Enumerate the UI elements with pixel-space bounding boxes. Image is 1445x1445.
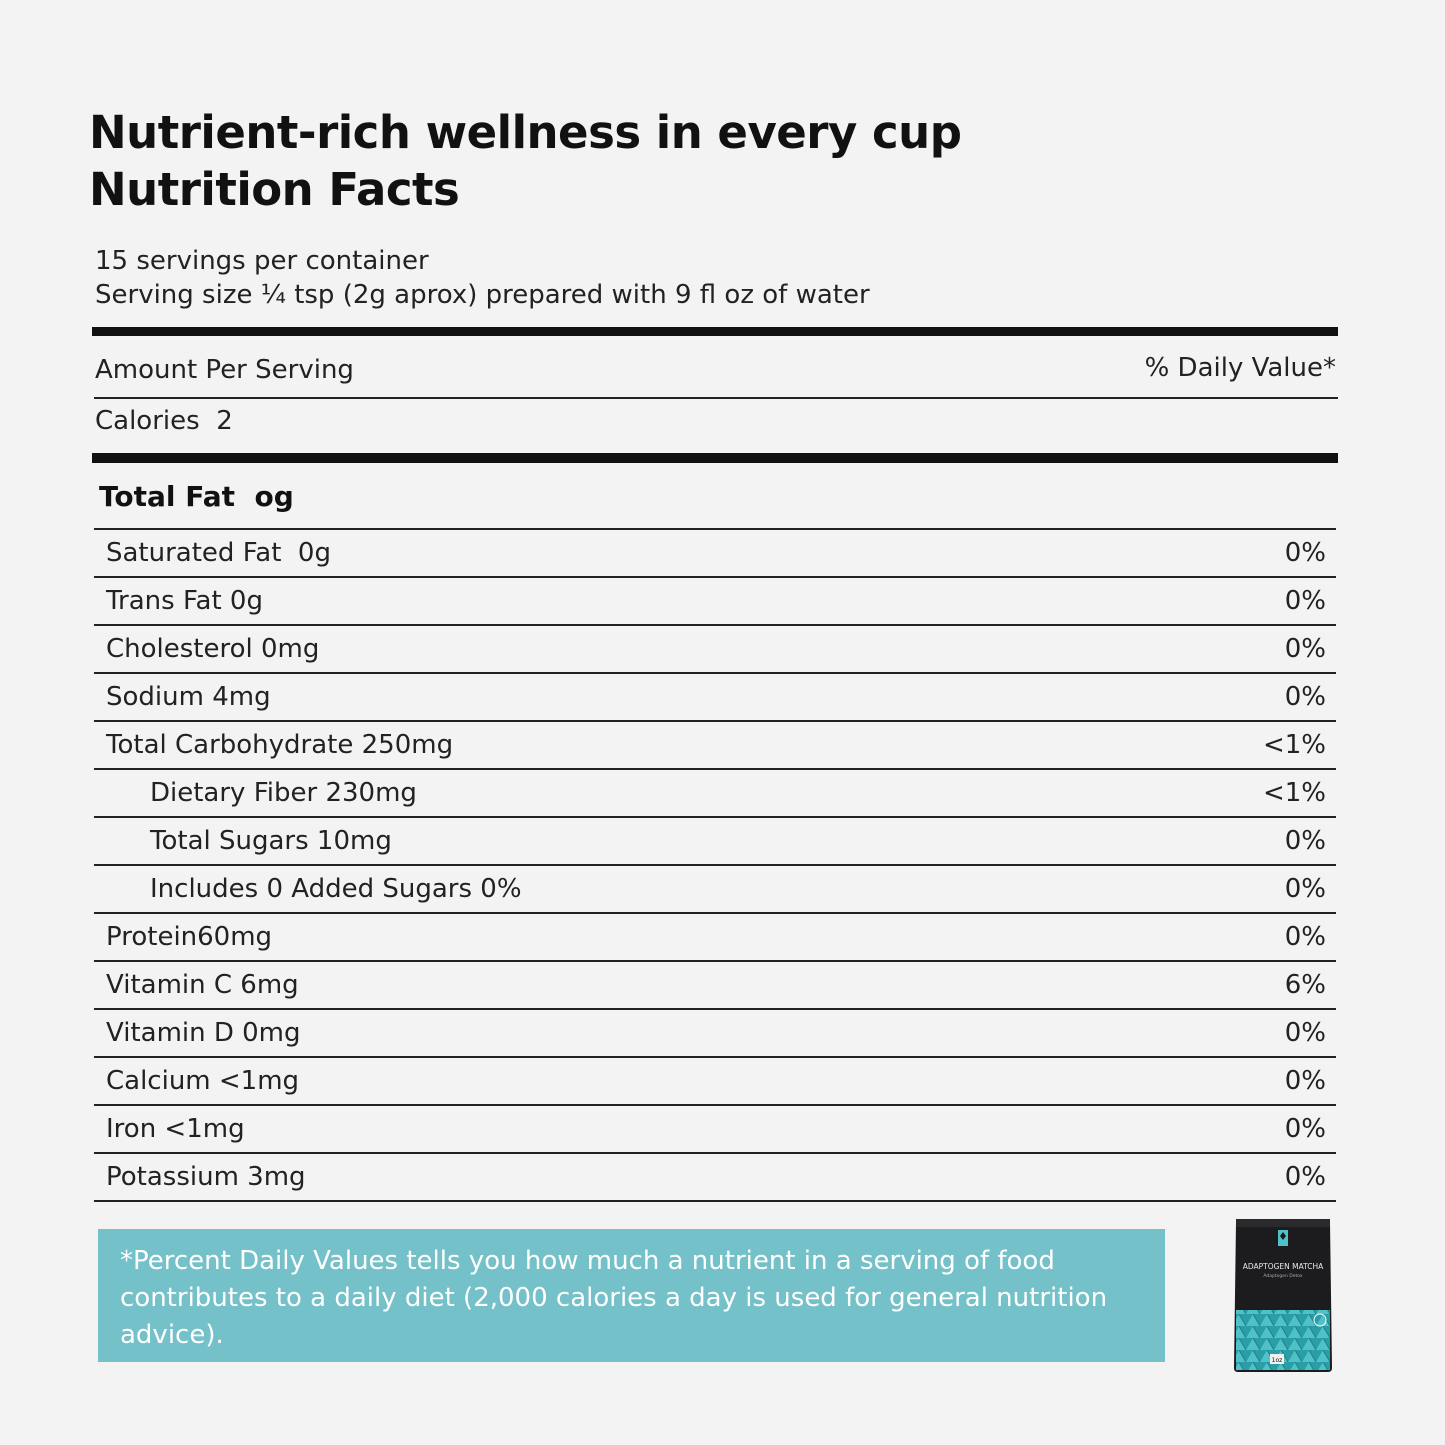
nutrient-row: Trans Fat 0g 0% <box>94 578 1336 626</box>
nutrient-daily-value: <1% <box>1262 778 1326 808</box>
daily-value-label: % Daily Value* <box>1144 353 1336 383</box>
nutrient-daily-value: 0% <box>1284 1018 1326 1048</box>
nutrient-name: Calcium <1mg <box>106 1066 300 1096</box>
nutrient-daily-value: 0% <box>1284 538 1326 568</box>
product-pouch-image: ADAPTOGEN MATCHA Adaptogen Detox 1oz <box>1232 1218 1334 1373</box>
nutrient-name: Trans Fat 0g <box>106 586 263 616</box>
nutrient-name: Saturated Fat 0g <box>106 538 331 568</box>
nutrient-row: Vitamin D 0mg 0% <box>94 1010 1336 1058</box>
serving-info: 15 servings per container Serving size ¼… <box>95 244 870 312</box>
calories-label: Calories 2 <box>95 406 233 436</box>
nutrient-name: Includes 0 Added Sugars 0% <box>150 874 522 904</box>
nutrient-name: Potassium 3mg <box>106 1162 306 1192</box>
nutrient-name: Total Sugars 10mg <box>150 826 392 856</box>
nutrient-row: Sodium 4mg 0% <box>94 674 1336 722</box>
calories-thick-divider <box>92 453 1338 463</box>
header-divider <box>94 397 1338 399</box>
pouch-product-subtitle: Adaptogen Detox <box>1263 1273 1303 1279</box>
nutrient-daily-value: 0% <box>1284 1066 1326 1096</box>
nutrient-name: Dietary Fiber 230mg <box>150 778 417 808</box>
pouch-product-name: ADAPTOGEN MATCHA <box>1243 1262 1324 1271</box>
servings-per-container: 15 servings per container <box>95 246 429 276</box>
nutrient-name: Total Carbohydrate 250mg <box>106 730 454 760</box>
nutrient-row: Potassium 3mg 0% <box>94 1154 1336 1202</box>
nutrient-table: Saturated Fat 0g 0% Trans Fat 0g 0% Choleste… <box>94 530 1336 1202</box>
nutrient-row: Iron <1mg 0% <box>94 1106 1336 1154</box>
nutrient-daily-value: 0% <box>1284 874 1326 904</box>
title-line-2: Nutrition Facts <box>89 163 460 216</box>
nutrient-row: Saturated Fat 0g 0% <box>94 530 1336 578</box>
pouch-size: 1oz <box>1272 1357 1283 1364</box>
daily-value-footnote: *Percent Daily Values tells you how much… <box>98 1229 1165 1362</box>
nutrient-name: Vitamin C 6mg <box>106 970 299 1000</box>
nutrient-name: Sodium 4mg <box>106 682 271 712</box>
nutrient-row: Total Sugars 10mg 0% <box>94 818 1336 866</box>
nutrient-row: Total Carbohydrate 250mg <1% <box>94 722 1336 770</box>
nutrient-daily-value: 0% <box>1284 1162 1326 1192</box>
page-title: Nutrient-rich wellness in every cup Nutr… <box>89 104 962 218</box>
nutrient-daily-value: 0% <box>1284 922 1326 952</box>
nutrient-row: Dietary Fiber 230mg <1% <box>94 770 1336 818</box>
nutrient-name: Vitamin D 0mg <box>106 1018 301 1048</box>
nutrient-daily-value: 0% <box>1284 682 1326 712</box>
nutrient-row: Vitamin C 6mg 6% <box>94 962 1336 1010</box>
nutrient-daily-value: 0% <box>1284 634 1326 664</box>
nutrient-daily-value: 6% <box>1284 970 1326 1000</box>
nutrient-row: Protein60mg 0% <box>94 914 1336 962</box>
nutrient-daily-value: <1% <box>1262 730 1326 760</box>
nutrient-name: Protein60mg <box>106 922 273 952</box>
top-thick-divider <box>92 327 1338 336</box>
nutrient-daily-value: 0% <box>1284 586 1326 616</box>
nutrient-name: Iron <1mg <box>106 1114 245 1144</box>
nutrient-daily-value: 0% <box>1284 826 1326 856</box>
total-fat-divider <box>94 528 1336 530</box>
total-fat-label: Total Fat og <box>99 480 294 513</box>
nutrient-row: Calcium <1mg 0% <box>94 1058 1336 1106</box>
nutrient-row: Cholesterol 0mg 0% <box>94 626 1336 674</box>
amount-per-serving-label: Amount Per Serving <box>95 355 354 385</box>
serving-size: Serving size ¼ tsp (2g aprox) prepared w… <box>95 280 870 310</box>
title-line-1: Nutrient-rich wellness in every cup <box>89 106 962 159</box>
nutrient-row: Includes 0 Added Sugars 0% 0% <box>94 866 1336 914</box>
nutrient-daily-value: 0% <box>1284 1114 1326 1144</box>
nutrient-name: Cholesterol 0mg <box>106 634 320 664</box>
